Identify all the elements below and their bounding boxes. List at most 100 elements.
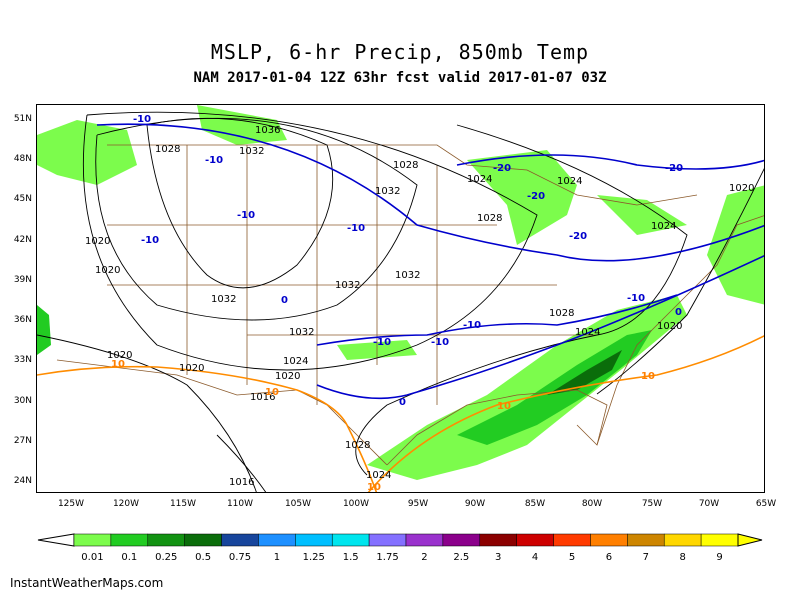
legend-swatch <box>516 533 554 547</box>
legend-label: 9 <box>716 552 722 563</box>
lon-label-125w: 125W <box>57 499 85 509</box>
isobar-label: 1024 <box>651 221 676 232</box>
legend-label: 2.5 <box>453 552 469 563</box>
legend-label: 8 <box>679 552 685 563</box>
temp-label: 10 <box>367 482 381 493</box>
isobar-label: 1032 <box>289 327 314 338</box>
legend-label: 2 <box>421 552 427 563</box>
lon-label-115w: 115W <box>169 499 197 509</box>
legend-swatch <box>110 533 149 547</box>
temp-label: 10 <box>265 387 279 398</box>
legend-label: 7 <box>643 552 649 563</box>
legend-swatch <box>479 533 517 547</box>
legend-swatch <box>590 533 628 547</box>
precip-area-northeast <box>597 195 687 235</box>
lon-label-105w: 105W <box>284 499 312 509</box>
lon-label-95w: 95W <box>407 499 429 509</box>
isobar-label: 1032 <box>211 294 236 305</box>
legend-swatch <box>627 533 665 547</box>
legend-label: 3 <box>495 552 501 563</box>
legend-label: 1.5 <box>343 552 359 563</box>
isobar-1020-east <box>596 168 764 395</box>
lat-label-45n: 45N <box>13 194 32 204</box>
temp-contour-minus10-south <box>316 294 678 346</box>
legend-swatch <box>73 533 112 547</box>
temp-label: -10 <box>237 210 255 221</box>
lat-label-33n: 33N <box>13 355 32 365</box>
isobar-1020 <box>37 334 257 492</box>
isobar-label: 1020 <box>179 363 204 374</box>
legend-label: 1 <box>274 552 280 563</box>
temp-label: 0 <box>675 307 682 318</box>
map-canvas: 1036 1028 1032 1028 1032 1024 1028 1032 … <box>37 105 764 493</box>
temp-label: 10 <box>497 401 511 412</box>
precip-legend: 0.01 0.1 0.25 0.5 0.75 1 1.25 1.5 1.75 2 2.5 3 4 5 6 7 8… <box>37 533 763 563</box>
lon-label-110w: 110W <box>226 499 254 509</box>
isobar-label: 1032 <box>375 186 400 197</box>
isobar-label: 1020 <box>95 265 120 276</box>
legend-swatch <box>405 533 444 547</box>
isobar-label: 1020 <box>107 350 132 361</box>
isobar-1032 <box>95 117 418 321</box>
legend-label: 0.25 <box>155 552 177 563</box>
legend-label: 0.01 <box>81 552 103 563</box>
temp-label: 10 <box>641 371 655 382</box>
precip-area-pacific-northwest <box>37 120 137 185</box>
temp-labels-orange: 10 10 10 10 10 <box>111 359 655 493</box>
isobar-label: 1028 <box>155 144 180 155</box>
precip-field <box>37 105 764 480</box>
legend-arrow-right <box>737 533 763 547</box>
legend-swatch <box>147 533 185 547</box>
precip-area-gulf-coast <box>367 295 687 480</box>
lon-label-100w: 100W <box>342 499 370 509</box>
isobar-label: 1028 <box>345 440 370 451</box>
precip-area-gulf-coast-moderate <box>457 330 652 445</box>
us-canada-border <box>107 144 698 206</box>
isobar-label: 1036 <box>255 125 280 136</box>
temp-label: -10 <box>431 337 449 348</box>
legend-swatch <box>442 533 481 547</box>
isobar-label: 1020 <box>729 183 754 194</box>
precip-area-east-coast <box>707 185 764 305</box>
isobar-label: 1028 <box>549 308 574 319</box>
isobar-label: 1016 <box>250 392 275 403</box>
isobar-label: 1028 <box>477 213 502 224</box>
lat-label-42n: 42N <box>13 235 32 245</box>
gulf-coastline <box>386 389 608 466</box>
legend-swatch <box>663 533 702 547</box>
temp-contour-10 <box>37 365 378 492</box>
lon-label-75w: 75W <box>641 499 663 509</box>
isobar-label: 1032 <box>335 280 360 291</box>
temp-label: -10 <box>141 235 159 246</box>
legend-swatch <box>184 533 222 547</box>
legend-swatch <box>553 533 591 547</box>
legend-swatch <box>368 533 407 547</box>
legend-label: 4 <box>532 552 538 563</box>
precip-area-gulf-coast-heavy <box>547 350 622 395</box>
isobar-1024 <box>355 124 688 476</box>
lat-label-51n: 51N <box>13 114 32 124</box>
legend-arrow-left <box>37 533 75 547</box>
lon-label-90w: 90W <box>464 499 486 509</box>
temp-label: -10 <box>373 337 391 348</box>
isobar-1028 <box>82 111 538 371</box>
map-subtitle: NAM 2017-01-04 12Z 63hr fcst valid 2017-… <box>193 70 607 86</box>
isobar-label: 1020 <box>85 236 110 247</box>
precip-area-northern-plains <box>197 105 287 145</box>
lon-label-85w: 85W <box>524 499 546 509</box>
temp-label: -20 <box>665 163 683 174</box>
legend-label: 0.1 <box>121 552 137 563</box>
temp-label: 10 <box>111 359 125 370</box>
precip-area-california <box>37 305 51 355</box>
isobar-label: 1020 <box>657 321 682 332</box>
temp-contour-minus10 <box>96 123 764 262</box>
temperature-contours-warm <box>37 335 764 492</box>
isobars <box>37 111 764 492</box>
legend-swatch <box>221 533 259 547</box>
isobar-1016 <box>216 434 267 492</box>
isobar-label: 1016 <box>229 477 254 488</box>
lat-label-30n: 30N <box>13 396 32 406</box>
temp-label: -20 <box>527 191 545 202</box>
lat-label-48n: 48N <box>13 154 32 164</box>
lon-label-120w: 120W <box>112 499 140 509</box>
